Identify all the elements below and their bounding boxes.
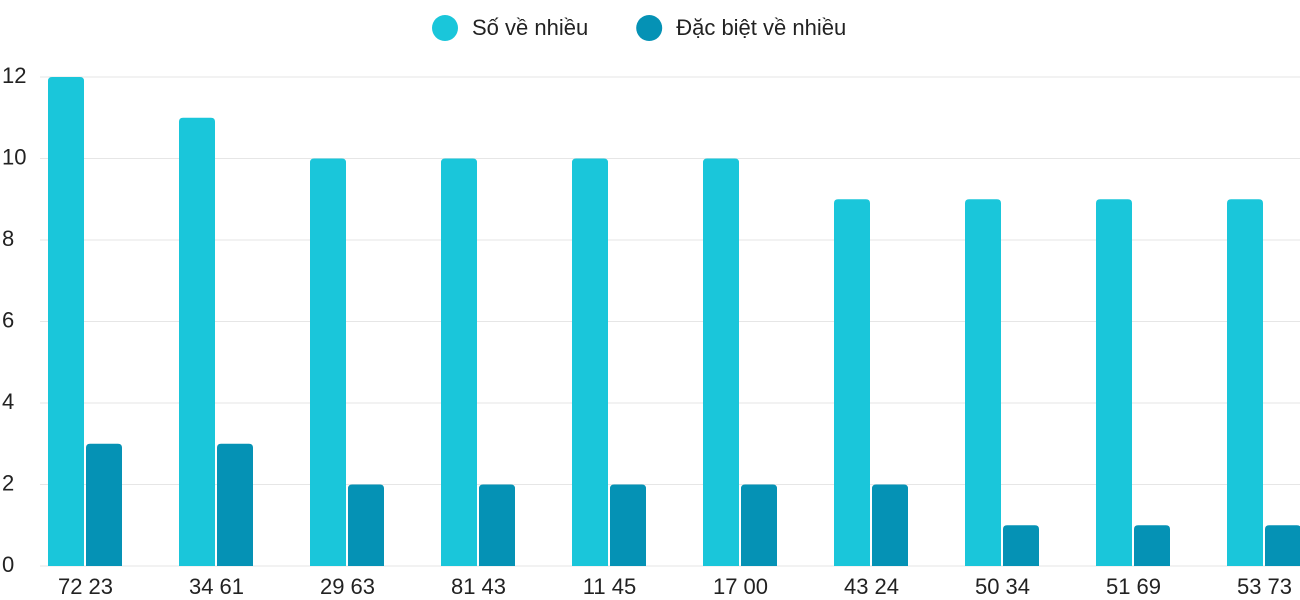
bar: [872, 484, 908, 566]
x-tick-label: 72 23: [58, 574, 113, 599]
x-tick-label: 53 73: [1237, 574, 1292, 599]
bar: [310, 158, 346, 566]
y-tick-label: 10: [2, 144, 26, 169]
bar: [48, 77, 84, 566]
y-tick-label: 6: [2, 307, 14, 332]
bar: [1003, 525, 1039, 566]
x-tick-label: 11 45: [583, 574, 636, 599]
legend-label: Số về nhiều: [472, 15, 588, 40]
bar: [703, 158, 739, 566]
x-tick-label: 34 61: [189, 574, 244, 599]
bar: [348, 484, 384, 566]
bar: [217, 443, 253, 566]
x-tick-label: 50 34: [975, 574, 1030, 599]
legend-label: Đặc biệt về nhiều: [676, 15, 846, 40]
y-tick-label: 8: [2, 226, 14, 251]
bar: [965, 199, 1001, 566]
bar: [741, 484, 777, 566]
x-tick-label: 51 69: [1106, 574, 1161, 599]
bar: [1134, 525, 1170, 566]
y-tick-label: 4: [2, 389, 14, 414]
y-tick-label: 2: [2, 470, 14, 495]
bar: [1265, 525, 1300, 566]
bar: [179, 117, 215, 566]
legend-marker: [432, 15, 458, 41]
bar: [479, 484, 515, 566]
bar: [86, 443, 122, 566]
bar: [1096, 199, 1132, 566]
y-tick-label: 0: [2, 552, 14, 577]
x-tick-label: 43 24: [844, 574, 899, 599]
bar: [610, 484, 646, 566]
x-tick-label: 81 43: [451, 574, 506, 599]
y-tick-label: 12: [2, 63, 26, 88]
bar: [834, 199, 870, 566]
bar: [1227, 199, 1263, 566]
x-tick-label: 17 00: [713, 574, 768, 599]
bar: [441, 158, 477, 566]
x-tick-label: 29 63: [320, 574, 375, 599]
bar: [572, 158, 608, 566]
legend-marker: [636, 15, 663, 41]
